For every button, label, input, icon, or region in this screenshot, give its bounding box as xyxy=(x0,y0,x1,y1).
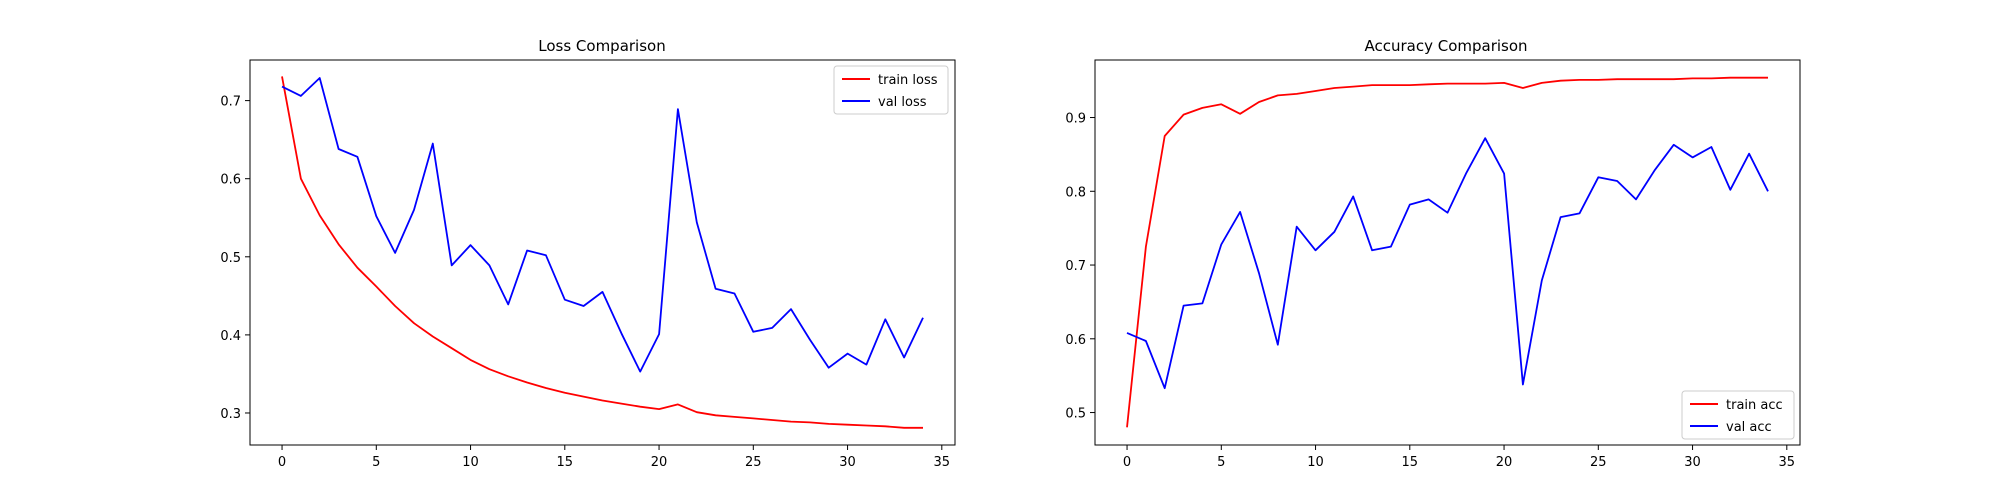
y-tick-label: 0.4 xyxy=(220,329,241,344)
x-tick-label: 35 xyxy=(1779,455,1796,470)
y-tick-label: 0.5 xyxy=(1065,407,1086,422)
x-tick-label: 30 xyxy=(839,455,856,470)
y-tick-label: 0.8 xyxy=(1065,185,1086,200)
x-tick-label: 5 xyxy=(1217,455,1225,470)
chart-title: Accuracy Comparison xyxy=(1364,37,1527,55)
legend-label-train-acc: train acc xyxy=(1726,398,1783,413)
x-tick-label: 25 xyxy=(1590,455,1607,470)
x-tick-label: 15 xyxy=(557,455,574,470)
y-tick-label: 0.7 xyxy=(220,95,241,110)
y-tick-label: 0.6 xyxy=(220,173,241,188)
series-line-val-acc xyxy=(1126,137,1769,390)
axis-ticks: 0 5 10 15 20 25 30 35 0.5 0.6 0.7 0.8 0.9 xyxy=(1065,112,1795,470)
axes-frame xyxy=(249,59,956,446)
loss-chart: Loss Comparison 0 5 10 15 20 25 30 350.30.40.50… xyxy=(220,37,956,470)
y-tick-label: 0.6 xyxy=(1065,333,1086,348)
plot-area xyxy=(281,76,924,429)
y-tick-label: 0.5 xyxy=(220,251,241,266)
y-tick-label: 0.9 xyxy=(1065,112,1086,127)
plot-area xyxy=(1126,76,1769,428)
y-tick-label: 0.3 xyxy=(220,407,241,422)
y-tick-label: 0.7 xyxy=(1065,259,1086,274)
legend-label-val-loss: val loss xyxy=(878,95,927,110)
series-line-train-acc xyxy=(1126,76,1768,428)
axis-ticks: 0 5 10 15 20 25 30 35 0.3 0.4 0.5 0.6 0.7 xyxy=(220,95,950,470)
x-tick-label: 10 xyxy=(462,455,479,470)
accuracy-chart: Accuracy Comparison 0 5 10 15 20 25 30 35 0.5 0.6… xyxy=(1065,37,1801,470)
x-tick-label: 30 xyxy=(1684,455,1701,470)
x-tick-label: 10 xyxy=(1307,455,1324,470)
legend-label-val-acc: val acc xyxy=(1726,420,1772,435)
axes-frame xyxy=(1094,59,1801,446)
x-tick-label: 25 xyxy=(745,455,762,470)
x-tick-label: 20 xyxy=(651,455,668,470)
x-tick-label: 0 xyxy=(1123,455,1131,470)
legend: train acc val acc xyxy=(1681,390,1795,440)
x-tick-label: 5 xyxy=(372,455,380,470)
x-tick-label: 20 xyxy=(1496,455,1513,470)
x-tick-label: 35 xyxy=(934,455,951,470)
x-tick-label: 15 xyxy=(1402,455,1419,470)
chart-title: Loss Comparison xyxy=(538,37,665,55)
legend-label-train-loss: train loss xyxy=(878,73,938,88)
series-line-train-loss xyxy=(281,76,923,429)
legend: train loss val loss xyxy=(833,65,949,115)
series-line-val-loss xyxy=(281,77,924,373)
x-tick-label: 0 xyxy=(278,455,286,470)
